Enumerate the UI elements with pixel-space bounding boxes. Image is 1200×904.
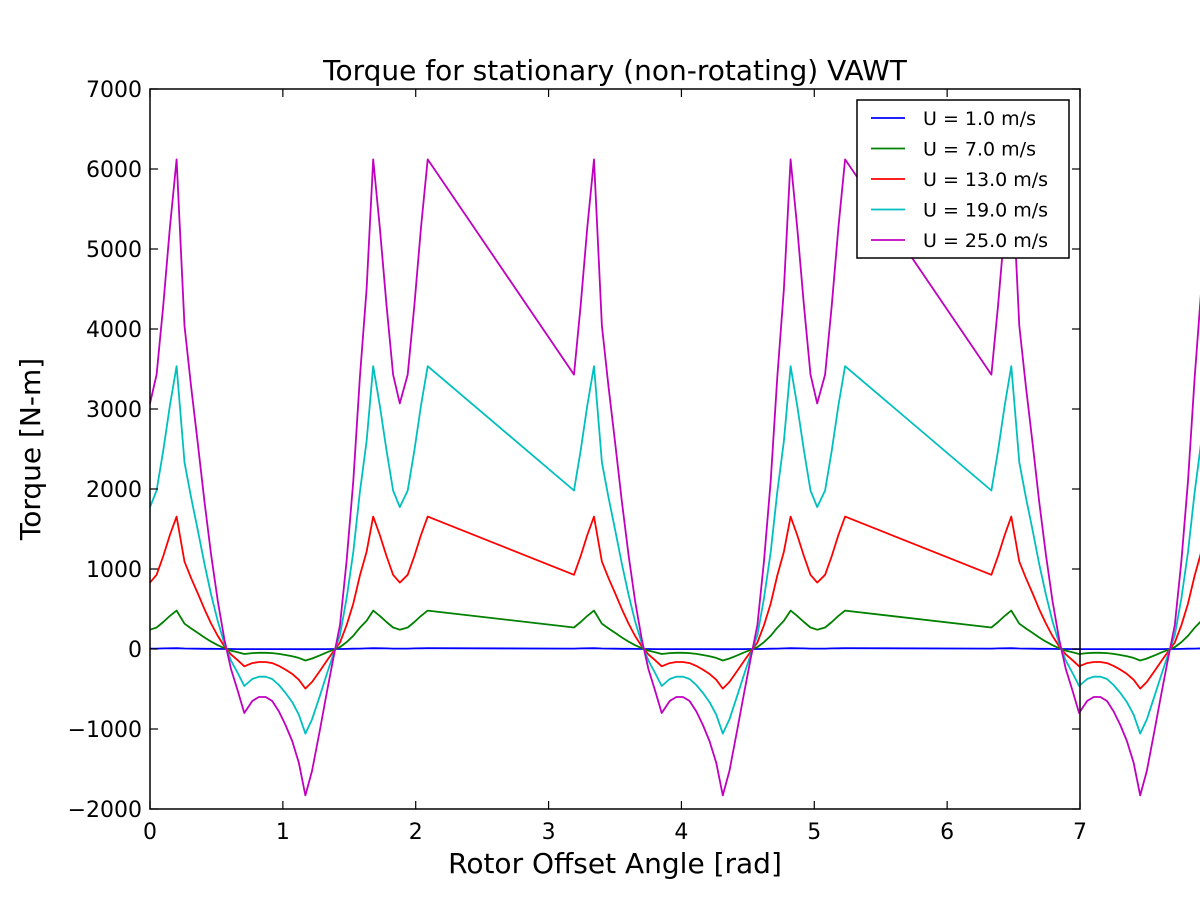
x-tick-label: 0 xyxy=(143,820,157,845)
chart-title: Torque for stationary (non-rotating) VAW… xyxy=(322,54,908,87)
legend: U = 1.0 m/s U = 7.0 m/s U = 13.0 m/s U = 19… xyxy=(856,99,1070,259)
series-line-3 xyxy=(149,515,1200,690)
y-tick-label: −1000 xyxy=(68,718,142,743)
x-axis-label: Rotor Offset Angle [rad] xyxy=(448,847,782,880)
y-tick-label: 3000 xyxy=(86,398,142,423)
tick-layer: 0 1 2 3 4 5 6 7 −2000 −1000 0 1000 2000 3000 4000 5000 6… xyxy=(68,78,1087,845)
legend-label: U = 25.0 m/s xyxy=(923,230,1048,252)
series-line-2 xyxy=(149,609,1200,662)
series-line-5 xyxy=(149,158,1200,797)
x-tick-label: 4 xyxy=(674,820,688,845)
y-tick-label: 0 xyxy=(128,638,142,663)
series-line-4 xyxy=(149,365,1200,735)
x-tick-label: 7 xyxy=(1073,820,1087,845)
y-tick-label: 4000 xyxy=(86,318,142,343)
y-tick-label: 2000 xyxy=(86,478,142,503)
x-tick-label: 6 xyxy=(940,820,954,845)
legend-label: U = 19.0 m/s xyxy=(923,200,1048,222)
x-tick-label: 5 xyxy=(807,820,821,845)
x-tick-label: 2 xyxy=(409,820,423,845)
legend-label: U = 13.0 m/s xyxy=(923,169,1048,191)
x-tick-label: 3 xyxy=(542,820,556,845)
plot-area-frame xyxy=(149,88,1081,810)
y-axis-label: Torque [N-m] xyxy=(14,358,47,541)
y-tick-label: 7000 xyxy=(86,78,142,103)
series-line-1 xyxy=(150,647,1200,651)
y-tick-label: −2000 xyxy=(68,798,142,823)
x-tick-label: 1 xyxy=(276,820,290,845)
legend-label: U = 1.0 m/s xyxy=(923,108,1036,130)
y-tick-label: 6000 xyxy=(86,158,142,183)
series-layer xyxy=(149,158,1200,797)
y-tick-label: 1000 xyxy=(86,558,142,583)
legend-label: U = 7.0 m/s xyxy=(923,139,1036,161)
y-tick-label: 5000 xyxy=(86,238,142,263)
